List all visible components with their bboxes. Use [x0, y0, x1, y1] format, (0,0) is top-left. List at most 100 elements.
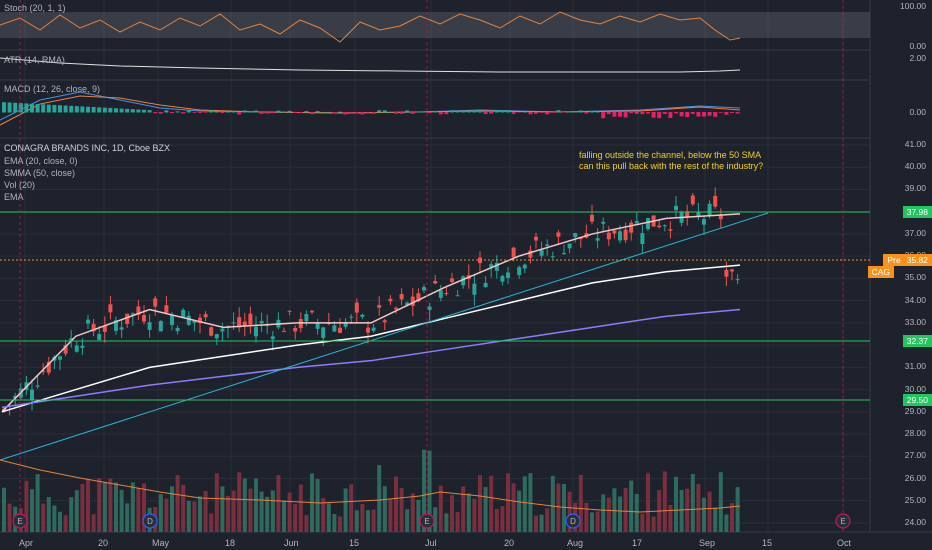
volume-bar: [517, 490, 522, 532]
volume-bar: [270, 490, 275, 532]
macd-hist-bar: [618, 112, 622, 117]
macd-hist-bar: [175, 111, 180, 113]
event-marker-circle[interactable]: [419, 513, 435, 529]
macd-hist-bar: [578, 110, 583, 113]
volume-bar: [237, 472, 242, 532]
candle-body: [69, 338, 74, 341]
macd-hist-bar: [433, 110, 438, 113]
candle-body: [198, 317, 202, 323]
macd-hist-bar: [399, 112, 404, 114]
macd-hist-bar: [102, 107, 107, 113]
macd-hist-bar: [254, 110, 258, 113]
volume-bar: [618, 496, 622, 532]
macd-hist-bar: [500, 110, 505, 113]
candle-body: [63, 345, 68, 354]
volume-bar: [556, 483, 561, 532]
event-marker-circle[interactable]: [142, 513, 158, 529]
macd-hist-bar: [170, 112, 174, 113]
macd-hist-bar: [147, 110, 152, 113]
candle-body: [500, 275, 505, 282]
volume-bar: [506, 473, 510, 532]
candle-body: [304, 314, 309, 322]
candle-body: [114, 320, 118, 331]
candle-body: [170, 315, 174, 326]
candle-body: [690, 195, 695, 205]
macd-hist-bar: [646, 112, 650, 114]
macd-hist-bar: [707, 112, 712, 116]
event-marker-circle[interactable]: [12, 513, 28, 529]
candle-body: [310, 310, 314, 313]
candle-body: [674, 205, 678, 211]
macd-hist-bar: [108, 107, 113, 113]
volume-bar: [2, 487, 6, 532]
volume-bar: [690, 474, 695, 532]
candle-body: [578, 237, 583, 239]
volume-bar: [371, 509, 376, 532]
candle-body: [494, 262, 499, 271]
macd-hist-bar: [52, 104, 57, 113]
volume-bar: [455, 511, 460, 532]
symbol-title[interactable]: CONAGRA BRANDS INC, 1D, Cboe BZX: [4, 143, 171, 153]
candle-body: [382, 320, 387, 323]
event-marker-circle[interactable]: [835, 513, 851, 529]
time-tick: 15: [762, 538, 773, 548]
macd-hist-bar: [209, 110, 214, 113]
volume-bar: [248, 488, 253, 532]
macd-hist-bar: [562, 112, 566, 113]
candle-body: [483, 282, 488, 288]
ema20-legend[interactable]: EMA (20, close, 0): [4, 156, 78, 166]
candle-body: [220, 328, 225, 332]
volume-bar: [478, 475, 482, 532]
atr-axis-2: 2.00: [909, 53, 926, 63]
ema-legend[interactable]: EMA: [4, 192, 24, 202]
macd-hist-bar: [203, 112, 208, 113]
chart-annotation[interactable]: falling outside the channel, below the 5…: [579, 150, 763, 172]
atr-label[interactable]: ATR (14, RMA): [4, 55, 65, 65]
macd-hist-bar: [640, 112, 645, 115]
candle-body: [282, 331, 286, 333]
candle-body: [730, 269, 734, 272]
volume-bar: [724, 514, 729, 532]
event-marker-circle[interactable]: [565, 513, 581, 529]
macd-hist-bar: [125, 108, 130, 113]
volume-bar: [623, 487, 628, 532]
volume-bar: [265, 496, 270, 532]
volume-bar: [410, 493, 415, 532]
candle-body: [735, 279, 740, 281]
candle-body: [388, 298, 393, 302]
candle-body: [450, 278, 454, 282]
volume-bar: [651, 516, 656, 532]
time-tick: 18: [225, 538, 236, 548]
macd-hist-bar: [366, 112, 370, 113]
volume-bar: [282, 500, 286, 532]
volume-bar: [461, 486, 466, 532]
macd-hist-bar: [41, 104, 46, 113]
stoch-label[interactable]: Stoch (20, 1, 1): [4, 3, 66, 13]
candle-body: [534, 236, 538, 241]
time-tick: 15: [349, 538, 360, 548]
volume-bar: [562, 483, 566, 532]
vol-legend[interactable]: Vol (20): [4, 180, 36, 190]
smma-legend[interactable]: SMMA (50, close): [4, 168, 76, 178]
ema20-line: [1, 213, 741, 413]
volume-bar: [601, 494, 606, 532]
macd-hist-bar: [2, 102, 6, 113]
volume-bar: [702, 497, 706, 532]
candle-body: [618, 231, 622, 241]
candle-body: [595, 238, 600, 241]
macd-hist-bar: [332, 112, 337, 114]
candle-body: [511, 247, 516, 258]
price-tick: 35.00: [904, 272, 926, 283]
macd-hist-bar: [237, 112, 242, 115]
macd-hist-bar: [461, 110, 466, 113]
candle-body: [192, 320, 197, 323]
volume-bar: [354, 510, 359, 532]
macd-label[interactable]: MACD (12, 26, close, 9): [4, 84, 101, 94]
channel-trendline[interactable]: [0, 212, 769, 461]
macd-hist-bar: [657, 112, 662, 119]
candle-body: [640, 233, 645, 245]
volume-bar: [382, 486, 387, 532]
macd-hist-bar: [259, 112, 264, 114]
volume-bar: [119, 489, 124, 532]
